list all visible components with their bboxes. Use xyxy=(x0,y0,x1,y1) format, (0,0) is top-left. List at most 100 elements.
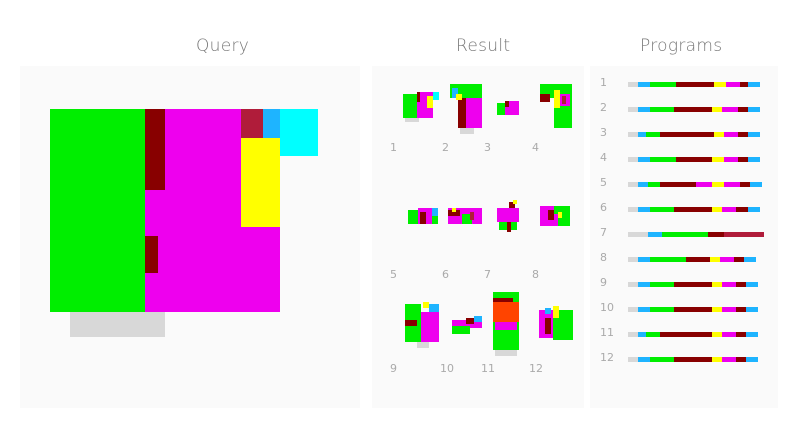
result-header: Result xyxy=(456,36,511,56)
program-token-gray xyxy=(628,82,638,87)
program-token-darkred xyxy=(740,82,748,87)
result-thumb-5 xyxy=(408,208,438,224)
program-token-magenta xyxy=(722,307,736,312)
program-token-yellow xyxy=(712,157,724,162)
program-token-darkred xyxy=(736,307,746,312)
program-token-blue xyxy=(638,257,650,262)
program-sequence xyxy=(628,157,760,162)
result-label-4: 4 xyxy=(532,141,539,154)
program-token-blue xyxy=(746,307,758,312)
program-sequence xyxy=(628,357,758,362)
program-row: 4 xyxy=(600,151,770,166)
program-token-green xyxy=(648,182,660,187)
query-header: Query xyxy=(196,36,250,56)
program-token-gray xyxy=(628,357,638,362)
program-token-blue xyxy=(750,182,762,187)
program-token-blue xyxy=(744,257,756,262)
programs-panel xyxy=(590,66,778,408)
program-token-blue xyxy=(746,357,758,362)
result-thumb-11 xyxy=(493,292,519,356)
program-token-darkred xyxy=(738,157,748,162)
program-token-yellow xyxy=(712,282,722,287)
program-token-green xyxy=(650,357,674,362)
program-token-yellow xyxy=(710,257,720,262)
program-token-blue xyxy=(748,132,760,137)
result-label-3: 3 xyxy=(484,141,491,154)
program-row: 8 xyxy=(600,251,770,266)
result-label-7: 7 xyxy=(484,268,491,281)
program-token-darkred xyxy=(686,257,710,262)
query-darkred-bar-mid xyxy=(145,236,158,273)
program-token-gray xyxy=(628,307,638,312)
program-token-yellow xyxy=(712,332,722,337)
program-token-green xyxy=(662,232,708,237)
query-green-block xyxy=(50,109,145,312)
program-token-green xyxy=(650,207,674,212)
result-thumb-3 xyxy=(497,101,519,115)
program-token-darkred xyxy=(660,332,712,337)
program-token-yellow xyxy=(712,207,722,212)
program-token-darkred xyxy=(660,182,696,187)
program-sequence xyxy=(628,232,764,237)
program-token-gray xyxy=(628,332,638,337)
program-number: 7 xyxy=(600,226,607,239)
program-token-gray xyxy=(628,207,638,212)
result-thumb-12 xyxy=(539,306,573,340)
program-token-darkred xyxy=(738,107,748,112)
program-token-blue xyxy=(638,107,650,112)
query-blue-block xyxy=(263,109,280,138)
program-row: 5 xyxy=(600,176,770,191)
program-token-gray xyxy=(628,132,638,137)
program-token-blue xyxy=(638,207,650,212)
program-token-darkred xyxy=(738,132,748,137)
program-number: 11 xyxy=(600,326,614,339)
result-thumb-4 xyxy=(540,84,572,128)
result-thumb-6 xyxy=(448,208,482,224)
program-token-darkred xyxy=(736,357,746,362)
program-token-gray xyxy=(628,257,638,262)
program-token-magenta xyxy=(724,132,738,137)
query-base-gray xyxy=(70,312,165,337)
query-cyan-block xyxy=(280,109,318,156)
program-sequence xyxy=(628,332,758,337)
program-token-green xyxy=(650,307,674,312)
program-token-magenta xyxy=(726,82,740,87)
programs-header: Programs xyxy=(640,36,723,56)
program-row: 11 xyxy=(600,326,770,341)
result-thumb-7 xyxy=(497,200,519,232)
program-token-blue xyxy=(638,82,650,87)
program-token-blue xyxy=(748,157,760,162)
result-label-1: 1 xyxy=(390,141,397,154)
program-row: 12 xyxy=(600,351,770,366)
program-number: 4 xyxy=(600,151,607,164)
program-number: 10 xyxy=(600,301,614,314)
program-row: 1 xyxy=(600,76,770,91)
program-token-gray xyxy=(628,157,638,162)
program-token-blue xyxy=(638,157,650,162)
program-token-magenta xyxy=(722,207,736,212)
program-number: 1 xyxy=(600,76,607,89)
program-sequence xyxy=(628,82,760,87)
program-token-green xyxy=(650,282,674,287)
program-token-green xyxy=(650,107,674,112)
result-label-5: 5 xyxy=(390,268,397,281)
result-thumb-9 xyxy=(405,302,441,348)
program-token-blue xyxy=(748,107,760,112)
result-label-10: 10 xyxy=(440,362,454,375)
program-sequence xyxy=(628,307,758,312)
program-token-darkred xyxy=(736,282,746,287)
program-token-darkred xyxy=(676,82,714,87)
program-token-blue xyxy=(746,282,758,287)
program-token-darkred xyxy=(674,107,712,112)
program-number: 8 xyxy=(600,251,607,264)
result-label-12: 12 xyxy=(529,362,543,375)
program-token-darkred xyxy=(708,232,724,237)
program-token-darkred xyxy=(736,332,746,337)
program-token-magenta xyxy=(696,182,712,187)
program-token-yellow xyxy=(712,182,724,187)
program-token-magenta xyxy=(722,332,736,337)
program-sequence xyxy=(628,257,756,262)
program-token-darkred xyxy=(736,207,748,212)
program-row: 10 xyxy=(600,301,770,316)
program-token-blue xyxy=(638,282,650,287)
